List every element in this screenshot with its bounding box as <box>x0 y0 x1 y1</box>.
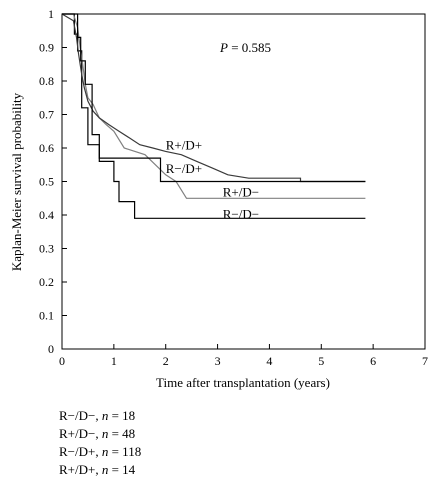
legend-entry: R+/D+, n = 14 <box>59 462 136 477</box>
y-tick-label: 0.6 <box>39 141 54 155</box>
y-axis-label: Kaplan-Meier survival probability <box>9 92 24 271</box>
curve-label: R−/D+ <box>166 161 202 176</box>
curve-label: R+/D+ <box>166 138 202 153</box>
x-tick-label: 3 <box>215 354 221 368</box>
y-tick-label: 1 <box>48 7 54 21</box>
y-tick-label: 0.2 <box>39 275 54 289</box>
x-tick-label: 0 <box>59 354 65 368</box>
y-tick-label: 0 <box>48 342 54 356</box>
p-value-text: = 0.585 <box>228 40 271 55</box>
y-tick-label: 0.5 <box>39 175 54 189</box>
y-tick-label: 0.8 <box>39 74 54 88</box>
y-tick-label: 0.1 <box>39 309 54 323</box>
y-tick-label: 0.4 <box>39 208 54 222</box>
legend-entry: R+/D−, n = 48 <box>59 426 136 441</box>
legend-entry: R−/D−, n = 18 <box>59 408 136 423</box>
x-axis-label: Time after transplantation (years) <box>156 375 330 390</box>
x-tick-label: 1 <box>111 354 117 368</box>
x-tick-label: 5 <box>318 354 324 368</box>
km-chart: 0 1 2 3 4 5 6 7 0 0.1 0.2 0.3 0.4 0.5 0.6 0.7 0.8 0.9 1 R+… <box>9 7 428 390</box>
x-tick-label: 7 <box>422 354 428 368</box>
survival-curve-1 <box>62 13 366 199</box>
axis-ticks: 0 1 2 3 4 5 6 7 0 0.1 0.2 0.3 0.4 0.5 0.6 0.7 0.8 0.9 1 <box>39 7 428 368</box>
survival-curves <box>61 13 366 219</box>
p-value-annotation: P = 0.585 <box>219 40 271 55</box>
legend-entry: R−/D+, n = 118 <box>59 444 142 459</box>
survival-curve-0 <box>62 13 366 219</box>
x-tick-label: 6 <box>370 354 376 368</box>
curve-label: R+/D− <box>223 185 259 200</box>
x-tick-label: 2 <box>163 354 169 368</box>
curve-labels: R+/D+ R−/D+ R+/D− R−/D− <box>166 138 259 222</box>
x-tick-label: 4 <box>266 354 272 368</box>
y-tick-label: 0.9 <box>39 41 54 55</box>
p-value-prefix: P <box>219 40 228 55</box>
y-tick-label: 0.7 <box>39 108 54 122</box>
sample-size-legend: R−/D−, n = 18 R+/D−, n = 48 R−/D+, n = 1… <box>59 407 141 479</box>
y-tick-label: 0.3 <box>39 242 54 256</box>
survival-curve-3 <box>62 13 366 183</box>
curve-label: R−/D− <box>223 206 259 221</box>
survival-curve-2 <box>61 13 366 183</box>
